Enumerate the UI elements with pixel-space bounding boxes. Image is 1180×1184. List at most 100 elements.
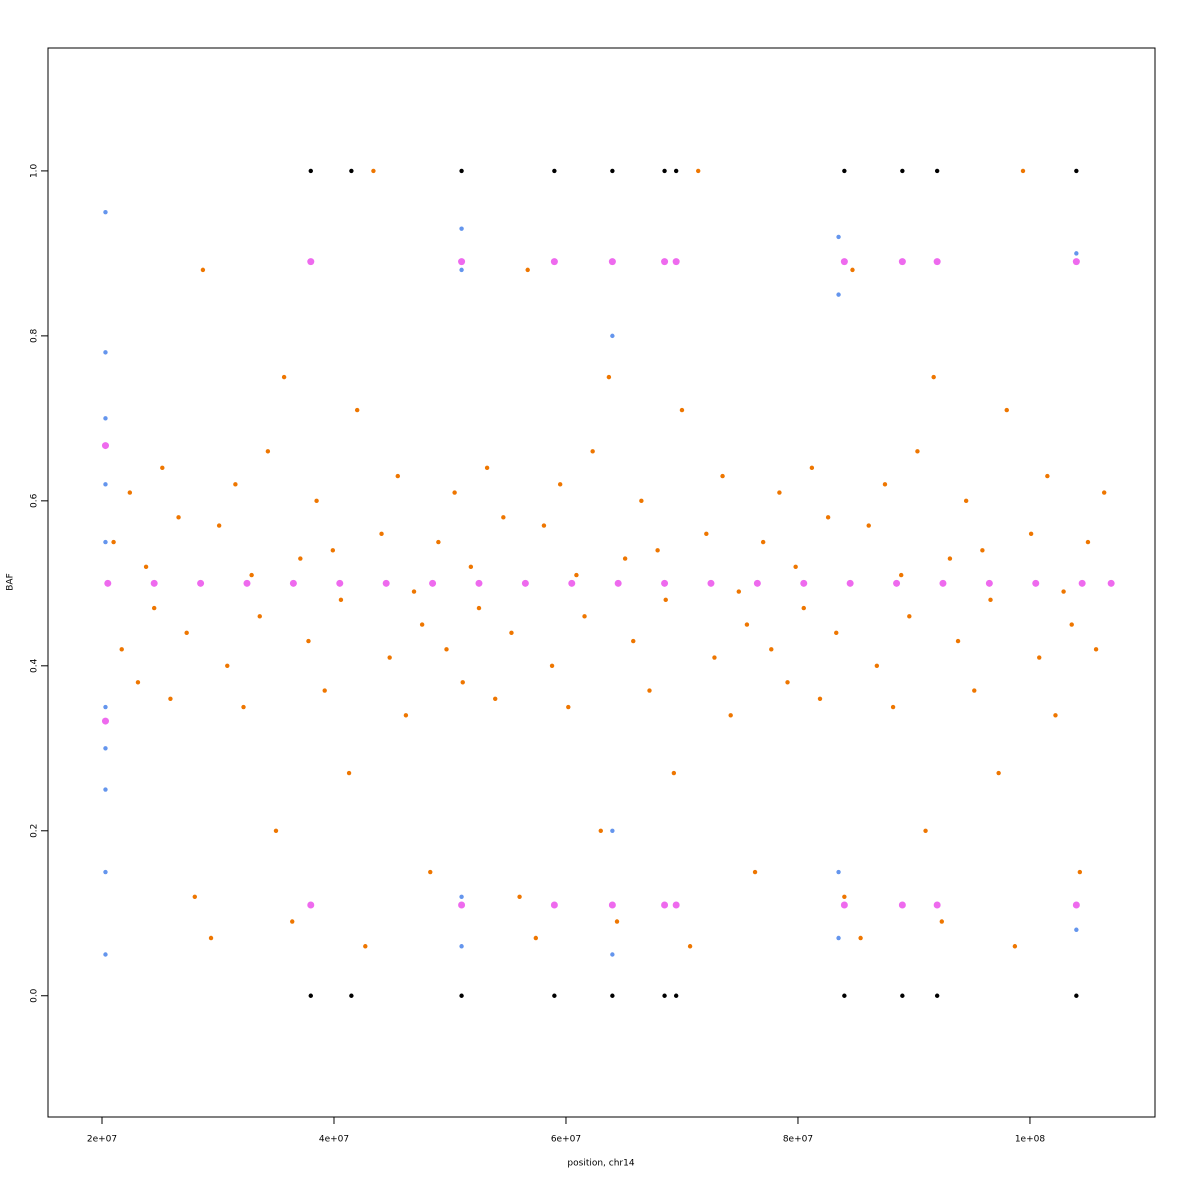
- point: [631, 638, 636, 644]
- point: [143, 564, 149, 570]
- point: [1032, 579, 1040, 587]
- point: [150, 579, 158, 587]
- point: [298, 556, 303, 561]
- point: [1004, 407, 1009, 413]
- point: [874, 663, 880, 669]
- point: [476, 605, 482, 611]
- point: [289, 579, 297, 587]
- point: [387, 655, 392, 660]
- point: [566, 704, 571, 710]
- point: [622, 556, 628, 561]
- point: [103, 209, 108, 215]
- point: [308, 168, 313, 174]
- point: [947, 556, 953, 561]
- point: [590, 449, 595, 454]
- point: [103, 787, 108, 792]
- point: [103, 746, 108, 751]
- point: [428, 869, 433, 875]
- point: [610, 952, 615, 957]
- point: [290, 919, 295, 924]
- y-tick-label: 0.4: [30, 658, 40, 673]
- y-tick-label: 0.0: [30, 988, 40, 1003]
- point: [216, 523, 222, 528]
- point: [610, 993, 615, 998]
- point: [800, 579, 808, 587]
- point: [1093, 647, 1099, 652]
- point: [411, 589, 417, 594]
- point: [836, 869, 841, 875]
- point: [509, 630, 514, 636]
- point: [610, 828, 615, 833]
- point: [459, 944, 464, 949]
- point: [673, 168, 679, 174]
- point: [996, 770, 1001, 776]
- point: [273, 828, 279, 833]
- y-tick-label: 0.6: [30, 493, 40, 508]
- point: [707, 579, 715, 587]
- point: [1045, 473, 1050, 479]
- x-tick-label: 1e+08: [1015, 1135, 1046, 1145]
- point: [1028, 531, 1034, 537]
- point: [836, 234, 841, 240]
- point: [444, 647, 449, 652]
- point: [475, 579, 483, 587]
- point: [436, 539, 441, 545]
- point: [307, 258, 315, 266]
- point: [614, 919, 620, 924]
- point: [549, 663, 555, 669]
- point: [661, 901, 669, 909]
- point: [249, 572, 254, 578]
- point: [468, 564, 474, 570]
- point: [1061, 589, 1066, 594]
- point: [306, 638, 311, 644]
- point: [923, 828, 928, 833]
- point: [429, 579, 437, 587]
- point: [842, 894, 847, 899]
- point: [281, 374, 287, 380]
- point: [550, 901, 558, 909]
- point: [610, 333, 615, 339]
- point: [521, 579, 529, 587]
- point: [308, 993, 313, 998]
- point: [736, 589, 742, 594]
- point: [484, 465, 490, 471]
- point: [1085, 539, 1091, 545]
- y-tick-label: 0.8: [30, 328, 40, 343]
- point: [866, 523, 871, 528]
- point: [840, 258, 848, 266]
- point: [101, 442, 109, 450]
- point: [988, 597, 993, 603]
- plot-frame: [47, 47, 1156, 1118]
- point: [1074, 168, 1079, 174]
- point: [687, 944, 693, 949]
- point: [533, 935, 539, 941]
- point: [850, 267, 855, 273]
- point: [1078, 579, 1086, 587]
- point: [836, 292, 841, 297]
- point: [257, 614, 262, 619]
- point: [1053, 713, 1058, 718]
- x-axis-label: position, chr14: [567, 1159, 634, 1169]
- point: [882, 482, 888, 487]
- point: [338, 597, 344, 603]
- point: [459, 894, 464, 899]
- point: [265, 449, 271, 454]
- point: [712, 655, 717, 660]
- point: [663, 597, 668, 603]
- point: [349, 993, 354, 998]
- point: [655, 548, 660, 553]
- point: [1069, 622, 1074, 627]
- point: [785, 680, 790, 685]
- point: [809, 465, 815, 471]
- point: [458, 901, 466, 909]
- point: [934, 168, 940, 174]
- point: [639, 498, 644, 504]
- point: [608, 901, 616, 909]
- point: [939, 579, 947, 587]
- point: [840, 901, 848, 909]
- point: [330, 548, 336, 553]
- point: [243, 579, 251, 587]
- point: [898, 258, 906, 266]
- point: [1107, 579, 1115, 587]
- point: [1074, 927, 1079, 932]
